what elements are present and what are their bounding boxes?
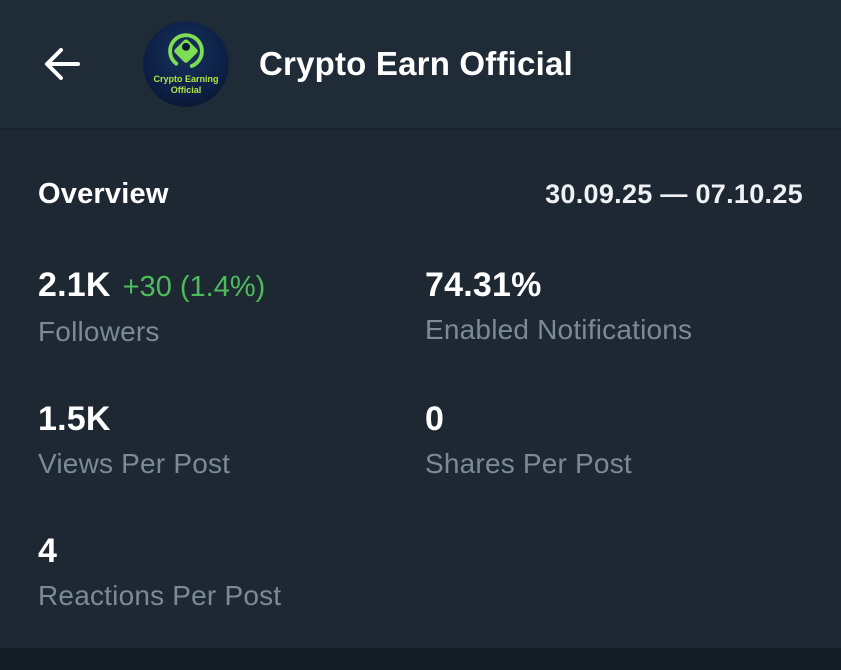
stat-label: Enabled Notifications xyxy=(425,314,693,345)
stat-change: +30 (1.4%) xyxy=(122,271,266,303)
crypto-earning-logo-icon: Crypto Earning Official xyxy=(143,21,229,107)
stat-label: Shares Per Post xyxy=(425,448,632,479)
stat-value: 1.5K xyxy=(38,400,111,438)
date-range-selector[interactable]: 30.09.25 — 07.10.25 xyxy=(545,179,803,209)
stat-shares-per-post: 0 Shares Per Post xyxy=(425,398,803,482)
stat-label: Followers xyxy=(38,316,160,347)
stat-value: 0 xyxy=(425,400,445,438)
section-title: Overview xyxy=(38,178,169,210)
stat-views-per-post: 1.5K Views Per Post xyxy=(38,398,425,482)
stat-value: 4 xyxy=(38,532,58,570)
avatar-text-line1: Crypto Earning xyxy=(153,74,218,84)
stats-grid: 2.1K +30 (1.4%) Followers 74.31% Enabled… xyxy=(38,264,803,614)
stat-followers: 2.1K +30 (1.4%) Followers xyxy=(38,264,425,350)
channel-avatar[interactable]: Crypto Earning Official xyxy=(143,21,229,107)
stat-enabled-notifications: 74.31% Enabled Notifications xyxy=(425,264,803,350)
stat-label: Reactions Per Post xyxy=(38,580,282,611)
app-header: Crypto Earning Official Crypto Earn Offi… xyxy=(0,0,841,130)
stat-label: Views Per Post xyxy=(38,448,231,479)
section-head: Overview 30.09.25 — 07.10.25 xyxy=(38,178,803,211)
stat-value: 74.31% xyxy=(425,266,542,304)
stat-reactions-per-post: 4 Reactions Per Post xyxy=(38,530,425,614)
back-button[interactable] xyxy=(38,40,86,88)
avatar-text-line2: Official xyxy=(171,85,202,95)
overview-section: Overview 30.09.25 — 07.10.25 2.1K +30 (1… xyxy=(0,130,841,614)
stat-value: 2.1K xyxy=(38,266,111,304)
bottom-strip xyxy=(0,648,841,670)
arrow-left-icon xyxy=(38,40,86,88)
channel-title: Crypto Earn Official xyxy=(259,45,573,82)
